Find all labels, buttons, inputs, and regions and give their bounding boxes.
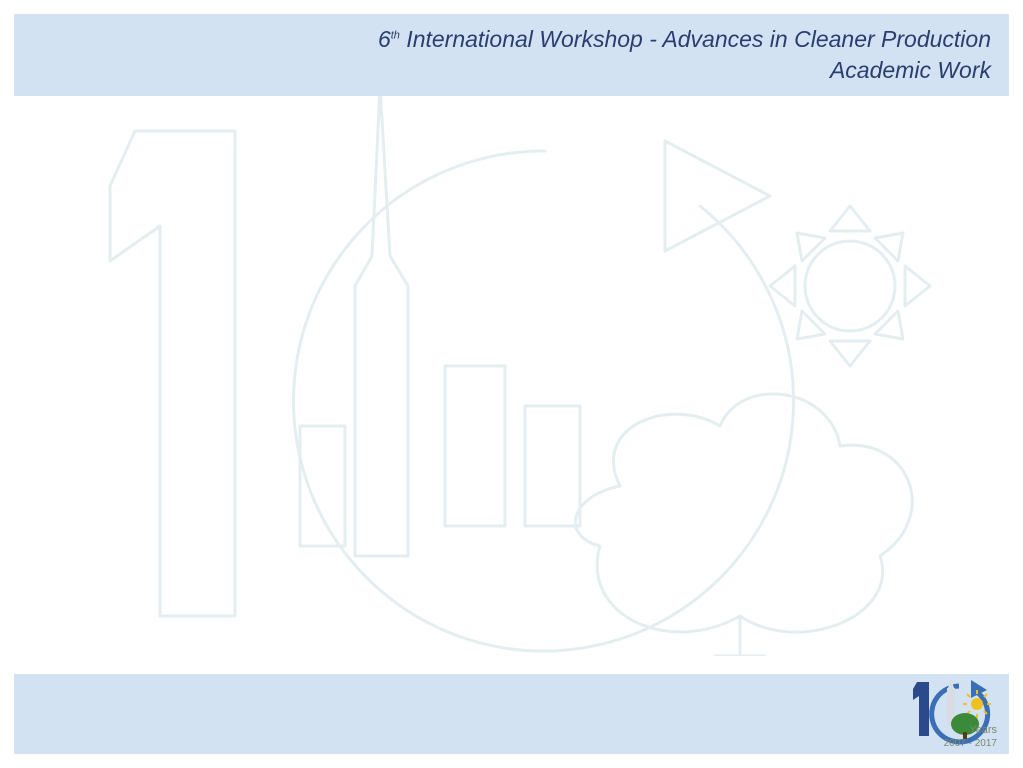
edition-suffix: th: [391, 29, 400, 41]
title-line-1: 6th International Workshop - Advances in…: [378, 24, 991, 55]
watermark-logo: [0, 96, 1023, 656]
edition-number: 6: [378, 26, 391, 52]
years-range: 2007 - 2017: [944, 738, 997, 749]
years-label: Years: [969, 724, 997, 736]
subtitle: Academic Work: [830, 55, 991, 86]
footer-banner: Years 2007 - 2017: [14, 674, 1009, 754]
title-rest: International Workshop - Advances in Cle…: [400, 26, 991, 52]
header-banner: 6th International Workshop - Advances in…: [14, 14, 1009, 96]
